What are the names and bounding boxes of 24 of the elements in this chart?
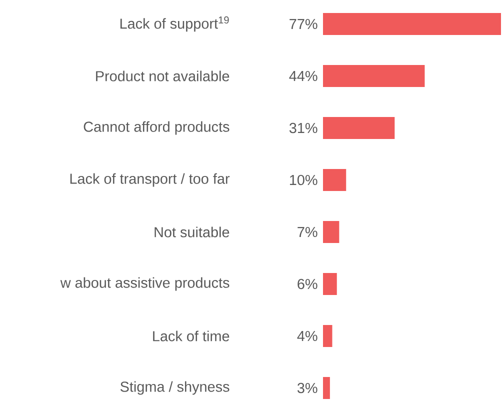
bar <box>323 65 425 87</box>
bar <box>323 325 332 347</box>
data-label: 10% <box>290 174 318 186</box>
y-tick-label: w about assistive products <box>60 277 230 291</box>
data-label: 31% <box>289 122 318 134</box>
data-label: 6% <box>298 278 318 290</box>
y-tick-label: Lack of support$^{19}$ <box>120 16 229 32</box>
y-tick-label: Cannot afford products <box>84 121 230 135</box>
y-tick-label: Product not available <box>96 70 230 82</box>
bar <box>323 221 340 243</box>
data-label: 77% <box>290 18 318 30</box>
bar <box>323 377 330 399</box>
data-label: 4% <box>297 330 318 342</box>
bar <box>323 13 501 35</box>
bar <box>323 169 346 191</box>
y-tick-label: Lack of time <box>153 330 230 342</box>
bar <box>323 273 337 295</box>
y-tick-label: Stigma / shyness <box>120 381 230 395</box>
bar <box>323 117 395 139</box>
data-label: 3% <box>297 382 318 394</box>
data-label: 7% <box>298 226 318 238</box>
y-tick-label: Not suitable <box>154 226 230 238</box>
data-label: 44% <box>289 70 318 82</box>
y-tick-label: Lack of transport / too far <box>70 173 230 187</box>
